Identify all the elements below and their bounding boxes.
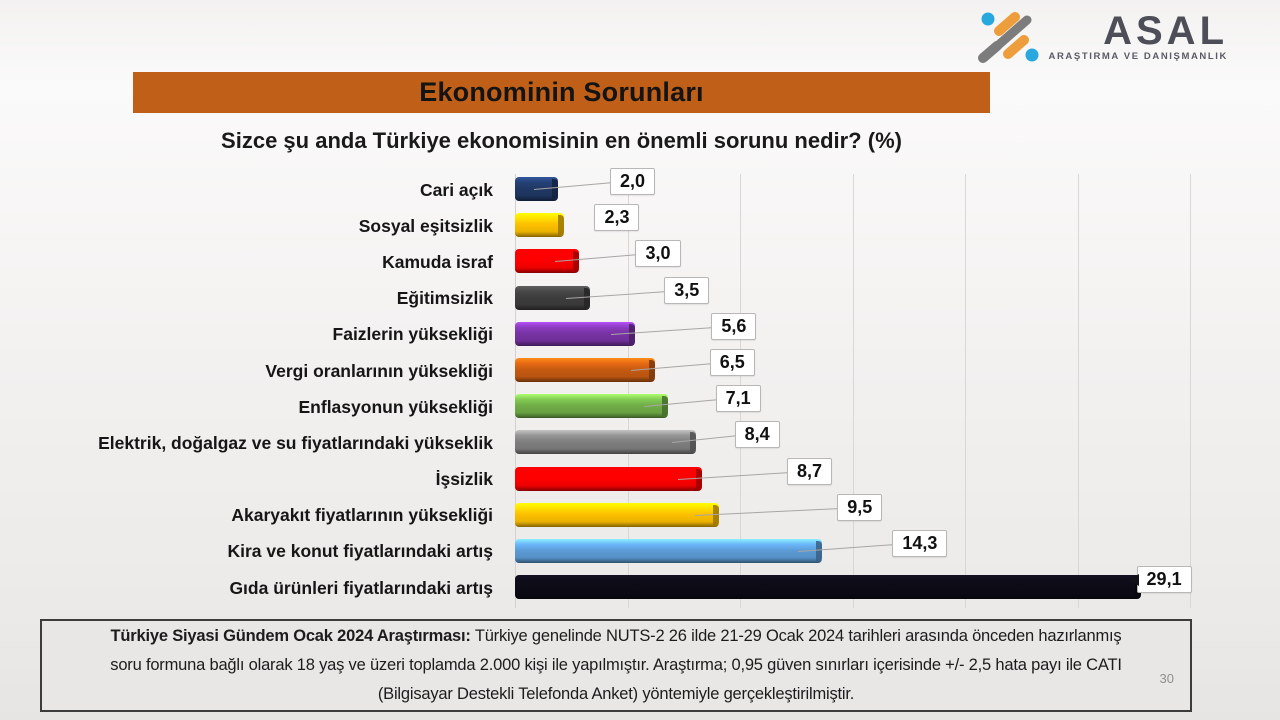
bar — [515, 575, 1141, 600]
chart-row: Akaryakıt fiyatlarının yüksekliği 9,5 — [0, 493, 1196, 534]
bar — [515, 213, 565, 238]
bar-end-cap — [558, 215, 565, 236]
methodology-lead: Türkiye Siyasi Gündem Ocak 2024 Araştırm… — [110, 627, 471, 645]
bar-chart: Cari açık 2,0 Sosyal eşitsizlik 2,3 Kamuda i… — [0, 168, 1196, 608]
bar-end-cap — [689, 432, 696, 453]
bar-area: 2,3 — [515, 204, 1190, 244]
category-label: Faizlerin yüksekliği — [332, 324, 493, 345]
bar-end-cap — [648, 359, 655, 380]
chart-row: Faizlerin yüksekliği 5,6 — [0, 312, 1196, 353]
page-number: 30 — [1159, 671, 1174, 686]
bar-area: 6,5 — [515, 348, 1190, 389]
chart-row: Eğitimsizlik 3,5 — [0, 276, 1196, 317]
bar-end-cap — [573, 251, 580, 272]
bar-end-cap — [551, 179, 558, 199]
category-label: Sosyal eşitsizlik — [358, 215, 493, 236]
category-label: Vergi oranlarının yüksekliği — [265, 360, 493, 381]
chart-row: Vergi oranlarının yüksekliği 6,5 — [0, 348, 1196, 389]
value-label: 2,3 — [594, 204, 640, 232]
bar — [515, 538, 823, 563]
bar — [515, 285, 591, 310]
chart-row: Kira ve konut fiyatlarındaki artış 14,3 — [0, 529, 1196, 570]
bar — [515, 249, 580, 274]
asal-logo-icon — [977, 12, 1038, 63]
bar — [515, 357, 655, 382]
bar-area: 5,6 — [515, 312, 1190, 353]
value-label: 3,5 — [664, 276, 710, 304]
value-label: 9,5 — [837, 493, 883, 521]
page-title: Ekonominin Sorunları — [419, 77, 704, 107]
category-label: Enflasyonun yüksekliği — [298, 396, 494, 417]
bar-end-cap — [629, 323, 636, 344]
bar-area: 14,3 — [515, 529, 1190, 570]
value-label: 29,1 — [1128, 566, 1192, 594]
bar — [515, 502, 720, 527]
value-label: 6,5 — [709, 348, 755, 376]
bar-end-cap — [816, 540, 823, 561]
bar-area: 8,4 — [515, 421, 1190, 461]
bar-area: 7,1 — [515, 385, 1190, 425]
category-label: Gıda ürünleri fiyatlarındaki artış — [229, 577, 493, 598]
category-label: Elektrik, doğalgaz ve su fiyatlarındaki … — [98, 432, 493, 453]
value-label: 3,0 — [635, 240, 681, 268]
asal-logo: ASAL ARAŞTIRMA VE DANIŞMANLIK — [975, 8, 1229, 66]
category-label: Kamuda israf — [382, 251, 493, 272]
bar-end-cap — [713, 504, 720, 525]
chart-row: İşsizlik 8,7 — [0, 457, 1196, 498]
methodology-line-3: (Bilgisayar Destekli Telefonda Anket) yö… — [377, 685, 855, 703]
value-label: 14,3 — [892, 529, 948, 557]
logo-name: ASAL — [1103, 9, 1228, 53]
methodology-line-1: Türkiye Siyasi Gündem Ocak 2024 Araştırm… — [110, 627, 1122, 645]
chart-row: Enflasyonun yüksekliği 7,1 — [0, 385, 1196, 425]
bar-end-cap — [661, 396, 668, 417]
bar — [515, 466, 703, 491]
chart-row: Elektrik, doğalgaz ve su fiyatlarındaki … — [0, 421, 1196, 461]
chart-row: Cari açık 2,0 — [0, 168, 1196, 208]
category-label: Akaryakıt fiyatlarının yüksekliği — [231, 505, 493, 526]
methodology-line-2: soru formuna bağlı olarak 18 yaş ve üzer… — [110, 656, 1122, 674]
bar-end-cap — [584, 287, 591, 308]
category-label: İşsizlik — [435, 469, 493, 490]
value-label: 8,7 — [787, 457, 833, 485]
bar — [515, 394, 668, 419]
value-label: 5,6 — [711, 312, 757, 340]
bar-area: 29,1 — [515, 566, 1192, 606]
category-label: Eğitimsizlik — [396, 288, 493, 309]
value-label: 2,0 — [609, 168, 656, 195]
value-label: 7,1 — [715, 385, 761, 413]
bar-area: 3,0 — [515, 240, 1190, 280]
bar — [515, 177, 558, 201]
bar-area: 2,0 — [515, 168, 1190, 208]
category-label: Cari açık — [420, 179, 493, 200]
bar-area: 8,7 — [515, 457, 1190, 498]
logo-tagline: ARAŞTIRMA VE DANIŞMANLIK — [1048, 51, 1228, 62]
bar — [515, 430, 696, 455]
value-label: 8,4 — [734, 421, 780, 449]
title-banner: Ekonominin Sorunları — [133, 72, 990, 113]
bar-area: 3,5 — [515, 276, 1190, 317]
chart-row: Sosyal eşitsizlik 2,3 — [0, 204, 1196, 244]
survey-question: Sizce şu anda Türkiye ekonomisinin en ön… — [221, 128, 902, 153]
category-label: Kira ve konut fiyatlarındaki artış — [227, 541, 493, 562]
bar — [515, 321, 636, 346]
methodology-note: Türkiye Siyasi Gündem Ocak 2024 Araştırm… — [40, 619, 1192, 712]
chart-row: Kamuda israf 3,0 — [0, 240, 1196, 280]
bar-end-cap — [696, 468, 703, 489]
bar-area: 9,5 — [515, 493, 1190, 534]
chart-row: Gıda ürünleri fiyatlarındaki artış 29,1 — [0, 566, 1196, 606]
